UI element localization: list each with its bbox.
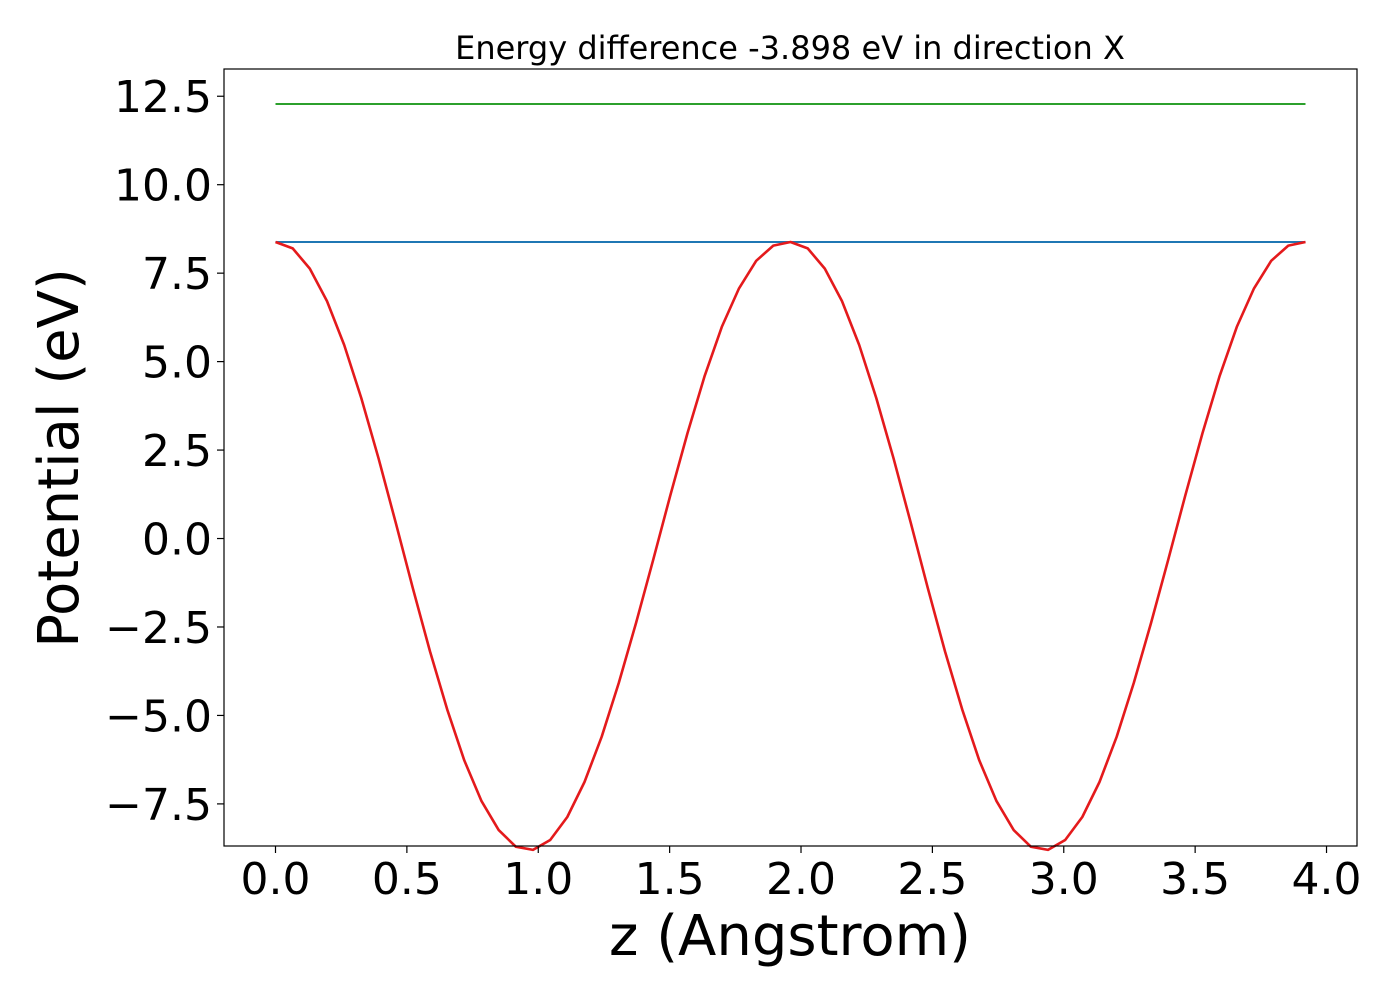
x-tick-label: 1.5: [635, 854, 705, 905]
y-tick-label: 2.5: [142, 426, 212, 477]
x-tick-label: 3.0: [1029, 854, 1099, 905]
x-tick-label: 1.0: [503, 854, 573, 905]
y-tick-label: 12.5: [114, 72, 212, 123]
plot-frame: [223, 68, 1358, 847]
x-tick-label: 3.5: [1160, 854, 1230, 905]
x-axis: 0.0 0.5 1.0 1.5 2.0 2.5 3.0 3.5 4.0: [241, 846, 1362, 905]
y-tick-label: −7.5: [105, 780, 212, 831]
x-tick-label: 0.0: [241, 854, 311, 905]
y-tick-label: −2.5: [105, 603, 212, 654]
y-tick-label: −5.0: [105, 691, 212, 742]
x-axis-label: z (Angstrom): [609, 904, 971, 969]
chart-title: Energy difference -3.898 eV in direction…: [455, 29, 1125, 67]
y-axis: −7.5 −5.0 −2.5 0.0 2.5 5.0 7.5 10.0 12.5: [105, 72, 224, 831]
series-layer: [275, 103, 1306, 852]
y-axis-label: Potential (eV): [27, 268, 92, 648]
y-tick-label: 7.5: [142, 249, 212, 300]
y-tick-label: 10.0: [114, 161, 212, 212]
x-tick-label: 2.5: [897, 854, 967, 905]
x-tick-label: 2.0: [766, 854, 836, 905]
y-tick-label: 0.0: [142, 515, 212, 566]
x-tick-label: 0.5: [372, 854, 442, 905]
y-tick-label: 5.0: [142, 338, 212, 389]
series-line-3: [275, 240, 1306, 852]
x-tick-label: 4.0: [1292, 854, 1362, 905]
